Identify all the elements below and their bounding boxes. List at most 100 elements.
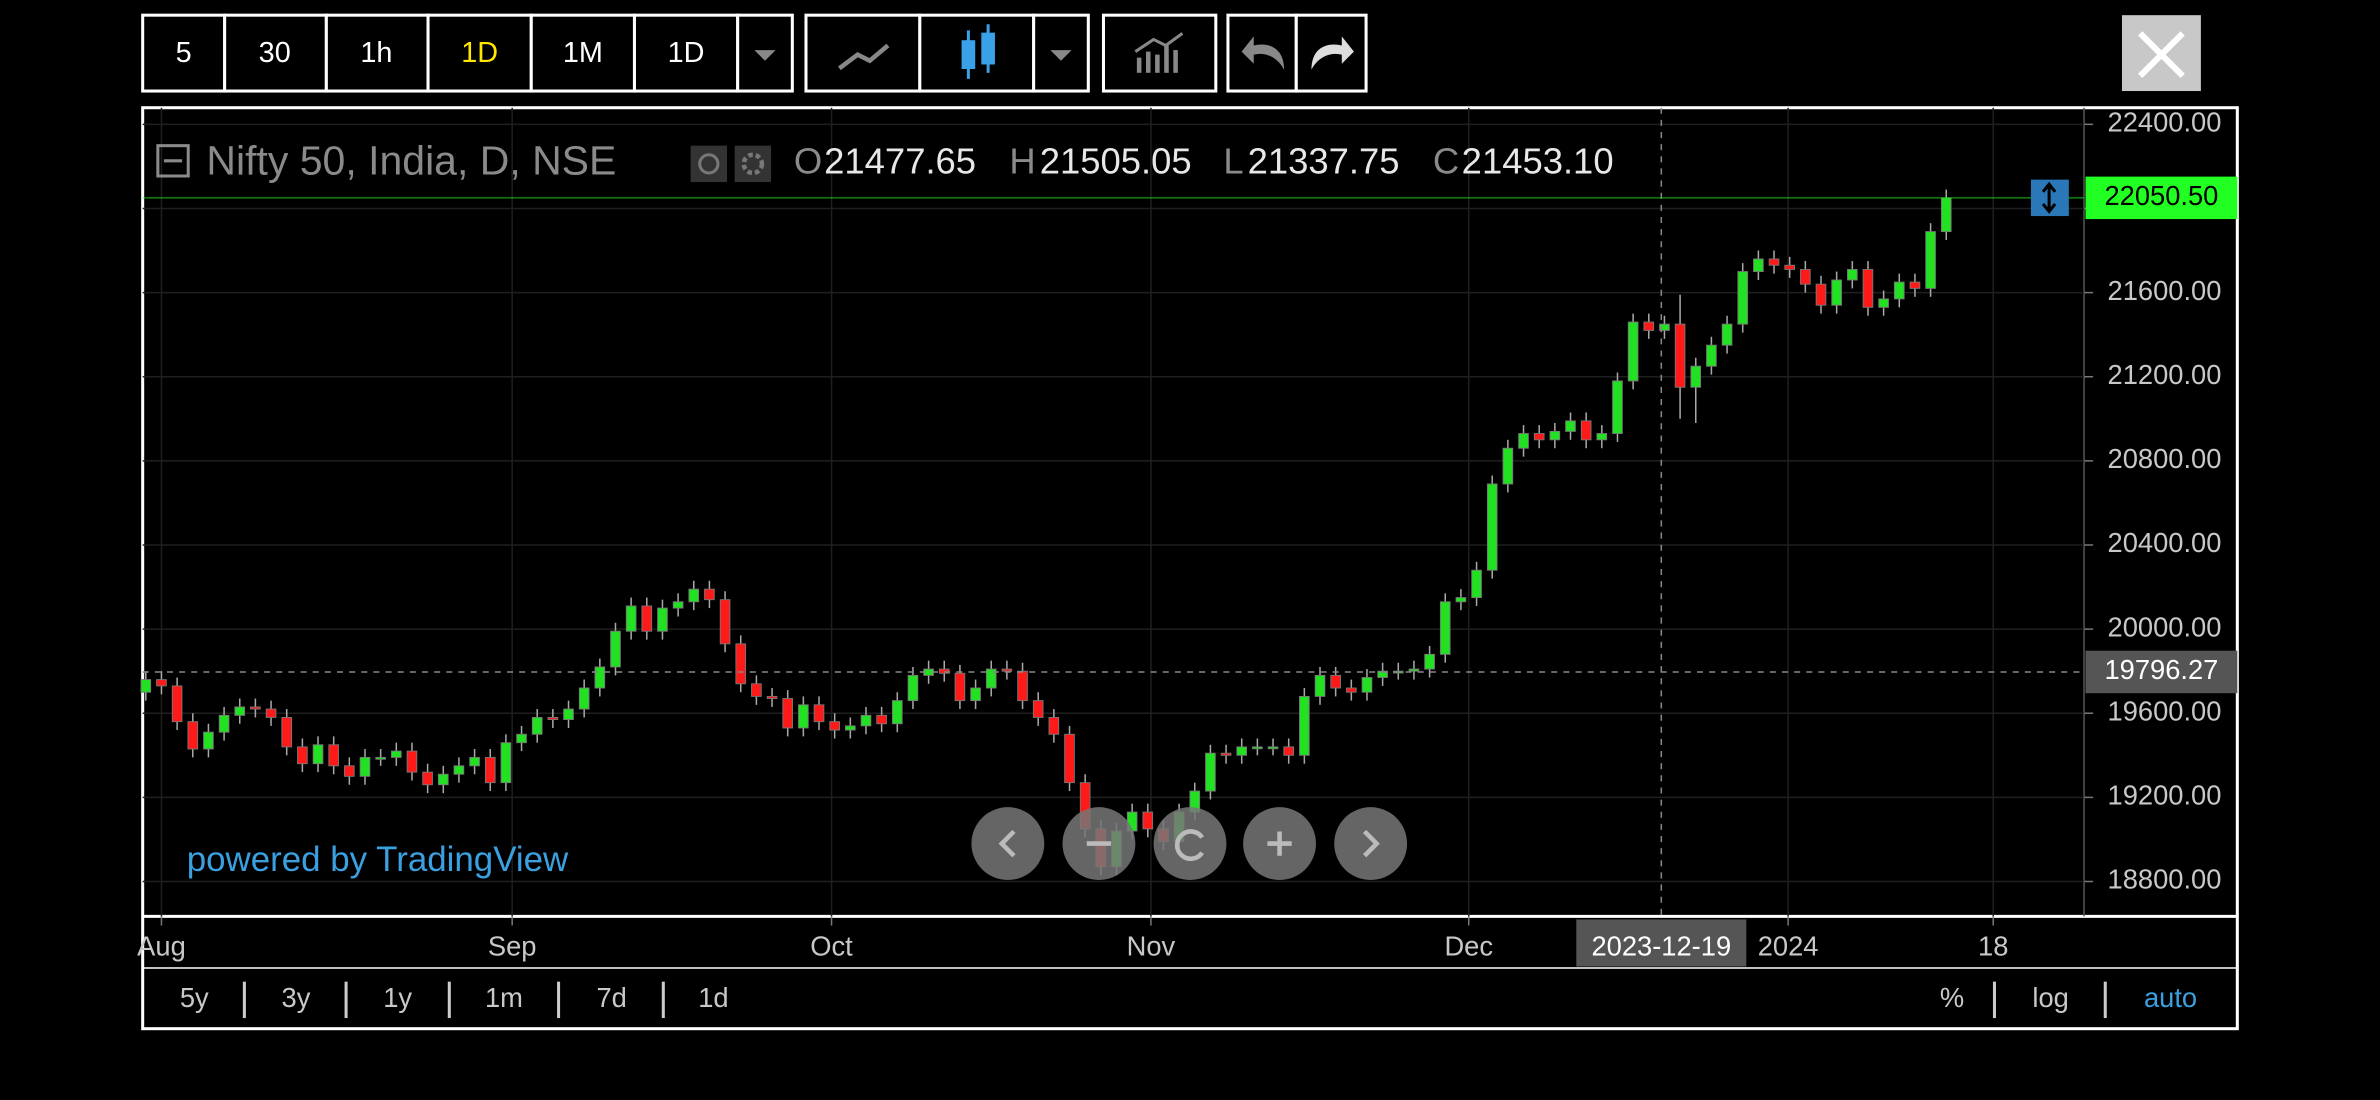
candle-body bbox=[547, 716, 559, 721]
candle-body bbox=[876, 714, 887, 725]
candle-body bbox=[1283, 746, 1295, 756]
range-button[interactable]: 5y bbox=[180, 982, 209, 1013]
settings-icon[interactable] bbox=[734, 145, 772, 183]
x-tick-label: Sep bbox=[488, 930, 537, 961]
line-style-button[interactable] bbox=[804, 13, 922, 93]
indicators-icon bbox=[1134, 32, 1184, 73]
indicators-button[interactable] bbox=[1101, 13, 1218, 93]
candle-body bbox=[719, 599, 731, 645]
redo-button[interactable] bbox=[1294, 13, 1368, 93]
collapse-icon[interactable] bbox=[156, 144, 190, 178]
candle-body bbox=[1878, 298, 1889, 308]
interval-label: 1D bbox=[668, 37, 705, 69]
y-tick-label: 20400.00 bbox=[2108, 527, 2222, 558]
range-button[interactable]: 1d bbox=[698, 982, 728, 1013]
candle-body bbox=[1925, 231, 1936, 289]
interval-button[interactable] bbox=[324, 13, 430, 93]
range-button[interactable]: 1m bbox=[485, 982, 523, 1013]
candle-body bbox=[1909, 281, 1921, 289]
candle-body bbox=[1471, 569, 1482, 599]
x-tick-label: Dec bbox=[1444, 930, 1493, 961]
symbol-title: Nifty 50, India, D, NSE bbox=[206, 138, 616, 184]
candle-body bbox=[1346, 687, 1357, 693]
candle-body bbox=[1612, 380, 1623, 434]
interval-button[interactable] bbox=[529, 13, 636, 93]
candle-body bbox=[422, 771, 433, 786]
candle-body bbox=[1893, 281, 1905, 300]
candle-body bbox=[1549, 430, 1561, 441]
crosshair-date-box bbox=[1576, 919, 1747, 967]
candle-body bbox=[766, 695, 778, 699]
visibility-icon[interactable] bbox=[690, 145, 728, 183]
range-button[interactable]: 7d bbox=[597, 982, 627, 1013]
ohlc-value: 21453.10 bbox=[1462, 140, 1614, 181]
visibility-icon-eye bbox=[698, 153, 720, 175]
navigation-icons bbox=[998, 829, 1380, 861]
scroll-left-button[interactable] bbox=[971, 807, 1045, 880]
crosshair-date-label: 2023-12-19 bbox=[1591, 930, 1731, 961]
candle-body bbox=[1361, 677, 1373, 693]
y-tick-label: 21600.00 bbox=[2108, 275, 2222, 306]
close-icon bbox=[2138, 31, 2185, 79]
candle-body bbox=[860, 714, 872, 727]
candle-body bbox=[1220, 752, 1232, 756]
candle-body bbox=[234, 706, 246, 716]
interval-button[interactable] bbox=[632, 13, 740, 93]
candle-body bbox=[594, 666, 606, 689]
candle-body bbox=[1502, 447, 1514, 485]
redo-icon bbox=[1311, 36, 1354, 70]
range-button[interactable]: 1y bbox=[383, 982, 412, 1013]
candle-body bbox=[1784, 264, 1795, 270]
candle-body bbox=[813, 704, 825, 723]
candle-body bbox=[265, 708, 277, 718]
x-tick-label: 2024 bbox=[1758, 930, 1819, 961]
candle-body bbox=[375, 756, 386, 760]
auto-mode[interactable]: auto bbox=[2144, 982, 2197, 1013]
plot bbox=[140, 189, 1952, 876]
candle-body bbox=[1299, 695, 1310, 756]
reset-button[interactable] bbox=[1153, 807, 1227, 880]
candle-body bbox=[1205, 752, 1216, 792]
candle-body bbox=[1815, 283, 1827, 306]
candle-body bbox=[782, 698, 794, 729]
candle-body bbox=[1064, 733, 1075, 784]
candle-body bbox=[657, 607, 668, 632]
y-tick-label: 18800.00 bbox=[2108, 864, 2222, 895]
percent-mode[interactable]: % bbox=[1940, 982, 1964, 1013]
toolbar: 5 30 1h 1D 1M 1D bbox=[141, 13, 2201, 93]
ohlc-key: O bbox=[794, 140, 822, 181]
candle-body bbox=[1800, 269, 1811, 285]
candle-body bbox=[798, 704, 809, 729]
range-button[interactable]: 3y bbox=[282, 982, 311, 1013]
settings-icon-gear bbox=[741, 152, 765, 176]
interval-label-active: 1D bbox=[461, 37, 498, 69]
candle-body bbox=[845, 725, 856, 731]
candle-body bbox=[187, 721, 199, 750]
log-mode[interactable]: log bbox=[2032, 982, 2068, 1013]
candle-body bbox=[1831, 279, 1842, 306]
candle-body bbox=[1627, 321, 1639, 382]
ohlc-value: 21477.65 bbox=[824, 140, 976, 181]
candle-body bbox=[156, 679, 167, 687]
watermark[interactable]: powered by TradingView bbox=[187, 840, 569, 879]
candle-body bbox=[891, 700, 903, 725]
candle-body bbox=[1596, 433, 1608, 441]
interval-label: 1M bbox=[563, 37, 603, 69]
candle-body bbox=[1721, 323, 1733, 346]
candle-body bbox=[641, 605, 653, 632]
candle-body bbox=[1768, 258, 1780, 266]
candle-body bbox=[578, 687, 590, 710]
candle-body bbox=[1001, 668, 1013, 672]
candle-body bbox=[516, 733, 527, 744]
candle-style-button[interactable] bbox=[918, 13, 1036, 93]
overlay: 18800.00 19200.00 19600.00 20000.00 20400.00… bbox=[137, 107, 2238, 967]
candle-body bbox=[281, 716, 293, 748]
candle-body bbox=[297, 746, 308, 765]
candle-body bbox=[1424, 653, 1435, 670]
interval-button[interactable] bbox=[426, 13, 533, 93]
interval-button[interactable] bbox=[141, 13, 227, 93]
interval-label: 30 bbox=[259, 37, 291, 69]
scroll-right-button[interactable] bbox=[1334, 807, 1408, 880]
interval-button[interactable] bbox=[223, 13, 328, 93]
